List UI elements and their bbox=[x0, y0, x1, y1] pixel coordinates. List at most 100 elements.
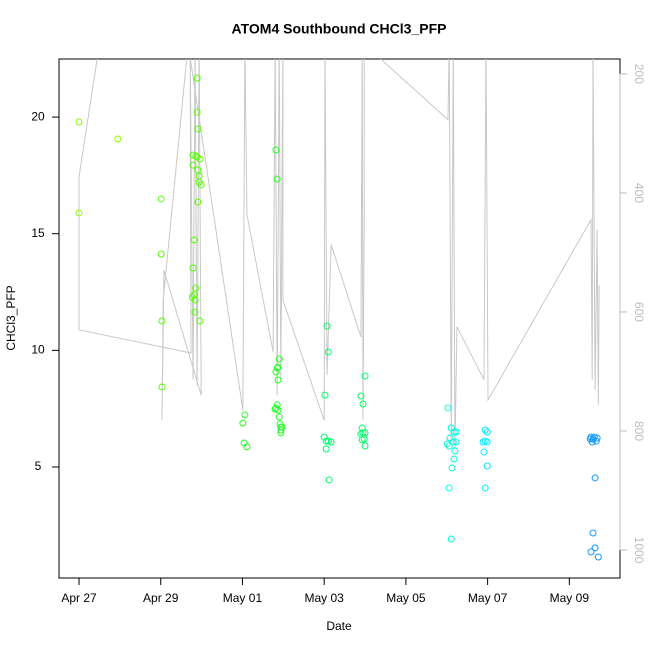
point bbox=[273, 175, 281, 183]
point bbox=[322, 437, 330, 445]
point bbox=[483, 438, 491, 446]
y2-tick-label: 200 bbox=[632, 64, 646, 84]
x-tick-label: May 03 bbox=[304, 591, 344, 605]
point bbox=[589, 435, 597, 443]
point bbox=[450, 428, 458, 436]
point bbox=[271, 405, 279, 413]
point bbox=[190, 236, 198, 244]
point bbox=[241, 411, 249, 419]
point bbox=[445, 484, 453, 492]
point bbox=[587, 548, 595, 556]
point bbox=[324, 348, 332, 356]
y-tick-label: 15 bbox=[31, 226, 45, 240]
point bbox=[196, 155, 204, 163]
point bbox=[189, 151, 197, 159]
point bbox=[452, 438, 460, 446]
point bbox=[447, 535, 455, 543]
x-axis-label: Date bbox=[326, 619, 352, 633]
point bbox=[239, 419, 247, 427]
y-tick-label: 20 bbox=[31, 109, 45, 123]
point bbox=[481, 484, 489, 492]
point bbox=[445, 442, 453, 450]
point bbox=[323, 322, 331, 330]
x-tick-label: Apr 29 bbox=[143, 591, 179, 605]
point bbox=[274, 376, 282, 384]
point bbox=[157, 195, 165, 203]
y2-tick-label: 400 bbox=[632, 183, 646, 203]
point bbox=[195, 172, 203, 180]
x-tick-label: May 01 bbox=[223, 591, 263, 605]
point bbox=[194, 125, 202, 133]
point bbox=[327, 438, 335, 446]
point bbox=[322, 445, 330, 453]
point bbox=[594, 553, 602, 561]
point bbox=[275, 355, 283, 363]
point bbox=[274, 406, 282, 414]
point bbox=[158, 383, 166, 391]
point bbox=[450, 455, 458, 463]
point bbox=[593, 434, 601, 442]
point bbox=[191, 308, 199, 316]
y2-tick-label: 1000 bbox=[632, 537, 646, 564]
y-tick-label: 5 bbox=[35, 459, 42, 473]
point bbox=[325, 476, 333, 484]
x-tick-label: May 07 bbox=[468, 591, 508, 605]
point bbox=[443, 440, 451, 448]
point bbox=[158, 317, 166, 325]
point bbox=[321, 391, 329, 399]
point bbox=[273, 401, 281, 409]
point bbox=[275, 413, 283, 421]
point bbox=[114, 135, 122, 143]
point bbox=[483, 462, 491, 470]
point bbox=[272, 146, 280, 154]
point bbox=[243, 443, 251, 451]
point bbox=[277, 429, 285, 437]
point bbox=[358, 436, 366, 444]
point bbox=[194, 198, 202, 206]
point bbox=[190, 291, 198, 299]
point bbox=[196, 317, 204, 325]
point bbox=[75, 209, 83, 217]
y-tick-label: 10 bbox=[31, 343, 45, 357]
point bbox=[589, 529, 597, 537]
plot-area bbox=[75, 59, 602, 561]
y2-tick-label: 800 bbox=[632, 421, 646, 441]
point bbox=[452, 428, 460, 436]
point bbox=[320, 433, 328, 441]
point bbox=[197, 181, 205, 189]
point bbox=[449, 438, 457, 446]
y2-tick-label: 600 bbox=[632, 302, 646, 322]
point bbox=[591, 474, 599, 482]
point bbox=[359, 400, 367, 408]
point bbox=[446, 434, 454, 442]
plot-frame bbox=[58, 58, 621, 579]
point bbox=[192, 284, 200, 292]
point bbox=[189, 264, 197, 272]
y-axis-label: CHCl3_PFP bbox=[4, 285, 18, 350]
point bbox=[591, 544, 599, 552]
x-tick-label: Apr 27 bbox=[61, 591, 97, 605]
point bbox=[451, 447, 459, 455]
line bbox=[78, 59, 600, 451]
point bbox=[193, 74, 201, 82]
point bbox=[361, 372, 369, 380]
point bbox=[357, 392, 365, 400]
point bbox=[448, 464, 456, 472]
point bbox=[483, 428, 491, 436]
point bbox=[277, 426, 285, 434]
point bbox=[272, 404, 280, 412]
point bbox=[324, 437, 332, 445]
point bbox=[191, 296, 199, 304]
point bbox=[588, 438, 596, 446]
point bbox=[481, 426, 489, 434]
point bbox=[193, 108, 201, 116]
x-tick-label: May 09 bbox=[550, 591, 590, 605]
point bbox=[480, 448, 488, 456]
point bbox=[361, 442, 369, 450]
point bbox=[273, 364, 281, 372]
x-tick-label: May 05 bbox=[386, 591, 426, 605]
point bbox=[75, 118, 83, 126]
chart-title: ATOM4 Southbound CHCl3_PFP bbox=[232, 21, 447, 37]
point bbox=[479, 438, 487, 446]
